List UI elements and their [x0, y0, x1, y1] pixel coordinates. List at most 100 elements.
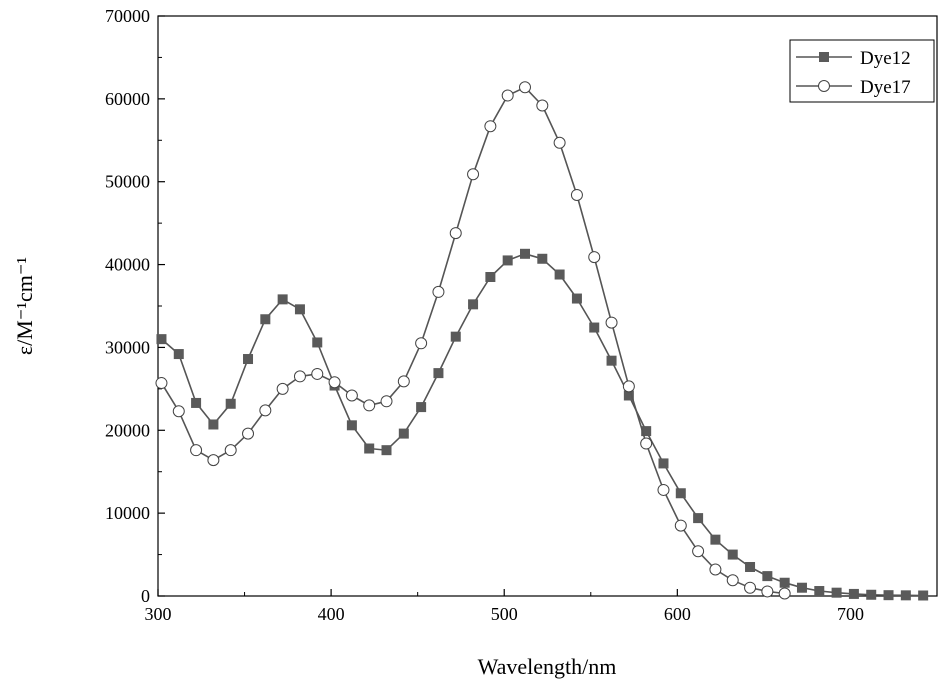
- data-point-dye12: [762, 571, 772, 581]
- series-line-dye17: [162, 87, 785, 593]
- data-point-dye17: [623, 381, 634, 392]
- data-point-dye17: [606, 317, 617, 328]
- y-tick-label: 10000: [105, 503, 150, 523]
- x-axis-ticks: 300 400 500 600 700: [145, 589, 864, 624]
- y-tick-label: 50000: [105, 172, 150, 192]
- x-axis-title: Wavelength/nm: [478, 654, 617, 679]
- legend: Dye12 Dye17: [790, 40, 934, 102]
- x-tick-label: 700: [837, 604, 864, 624]
- legend-label-dye17: Dye17: [860, 77, 911, 98]
- data-point-dye12: [693, 513, 703, 523]
- data-point-dye17: [433, 286, 444, 297]
- data-point-dye17: [156, 378, 167, 389]
- data-point-dye17: [745, 582, 756, 593]
- data-point-dye17: [277, 383, 288, 394]
- legend-marker-dye17: [819, 81, 830, 92]
- data-point-dye17: [675, 520, 686, 531]
- data-point-dye17: [260, 405, 271, 416]
- data-point-dye12: [399, 429, 409, 439]
- data-point-dye12: [382, 445, 392, 455]
- y-tick-label: 30000: [105, 337, 150, 357]
- data-point-dye12: [451, 332, 461, 342]
- series-line-dye12: [162, 254, 924, 596]
- data-point-dye12: [156, 334, 166, 344]
- data-point-dye17: [346, 390, 357, 401]
- data-point-dye17: [468, 169, 479, 180]
- data-point-dye12: [710, 535, 720, 545]
- data-point-dye17: [364, 400, 375, 411]
- data-point-dye17: [693, 546, 704, 557]
- data-point-dye12: [485, 272, 495, 282]
- data-point-dye17: [537, 100, 548, 111]
- data-point-dye17: [225, 445, 236, 456]
- data-point-dye17: [519, 82, 530, 93]
- data-point-dye17: [710, 564, 721, 575]
- data-point-dye17: [485, 121, 496, 132]
- data-point-dye12: [191, 398, 201, 408]
- data-point-dye17: [416, 338, 427, 349]
- legend-label-dye12: Dye12: [860, 48, 911, 69]
- data-point-dye12: [745, 562, 755, 572]
- data-point-dye17: [381, 396, 392, 407]
- data-point-dye12: [555, 270, 565, 280]
- data-point-dye17: [450, 228, 461, 239]
- y-tick-label: 70000: [105, 6, 150, 26]
- data-point-dye12: [918, 591, 928, 601]
- data-point-dye17: [329, 377, 340, 388]
- data-point-dye17: [173, 406, 184, 417]
- data-point-dye12: [520, 249, 530, 259]
- data-point-dye12: [797, 583, 807, 593]
- data-point-dye12: [537, 254, 547, 264]
- data-point-dye12: [849, 589, 859, 599]
- data-point-dye12: [728, 550, 738, 560]
- data-point-dye17: [243, 428, 254, 439]
- data-point-dye12: [589, 323, 599, 333]
- data-point-dye12: [676, 488, 686, 498]
- data-point-dye12: [884, 590, 894, 600]
- data-point-dye12: [658, 458, 668, 468]
- x-tick-label: 400: [318, 604, 345, 624]
- data-point-dye12: [433, 368, 443, 378]
- data-point-dye12: [832, 588, 842, 598]
- data-point-dye12: [814, 586, 824, 596]
- data-point-dye12: [364, 444, 374, 454]
- data-point-dye12: [866, 590, 876, 600]
- data-point-dye17: [398, 376, 409, 387]
- data-point-dye12: [780, 578, 790, 588]
- x-tick-label: 300: [145, 604, 172, 624]
- data-point-dye17: [641, 438, 652, 449]
- y-tick-label: 40000: [105, 255, 150, 275]
- data-point-dye17: [502, 90, 513, 101]
- data-point-dye17: [727, 575, 738, 586]
- data-point-dye17: [312, 368, 323, 379]
- y-axis-title: ε/M⁻¹cm⁻¹: [12, 257, 37, 355]
- data-point-dye12: [347, 420, 357, 430]
- y-tick-label: 0: [141, 586, 150, 606]
- data-point-dye12: [468, 299, 478, 309]
- data-point-dye12: [278, 294, 288, 304]
- x-tick-label: 500: [491, 604, 518, 624]
- legend-marker-dye12: [819, 52, 829, 62]
- y-tick-label: 60000: [105, 89, 150, 109]
- data-point-dye12: [260, 314, 270, 324]
- data-point-dye12: [572, 294, 582, 304]
- data-point-dye12: [226, 399, 236, 409]
- series-layer: [156, 82, 928, 601]
- data-point-dye12: [208, 419, 218, 429]
- data-point-dye12: [901, 590, 911, 600]
- data-point-dye17: [762, 586, 773, 597]
- x-tick-label: 600: [664, 604, 691, 624]
- data-point-dye12: [416, 402, 426, 412]
- data-point-dye12: [295, 304, 305, 314]
- y-axis-ticks: 010000200003000040000500006000070000: [105, 6, 165, 606]
- data-point-dye12: [503, 255, 513, 265]
- data-point-dye17: [294, 371, 305, 382]
- data-point-dye17: [208, 455, 219, 466]
- series-dye12: [156, 249, 928, 601]
- data-point-dye17: [191, 445, 202, 456]
- data-point-dye17: [658, 484, 669, 495]
- data-point-dye17: [554, 137, 565, 148]
- data-point-dye12: [607, 356, 617, 366]
- data-point-dye12: [174, 349, 184, 359]
